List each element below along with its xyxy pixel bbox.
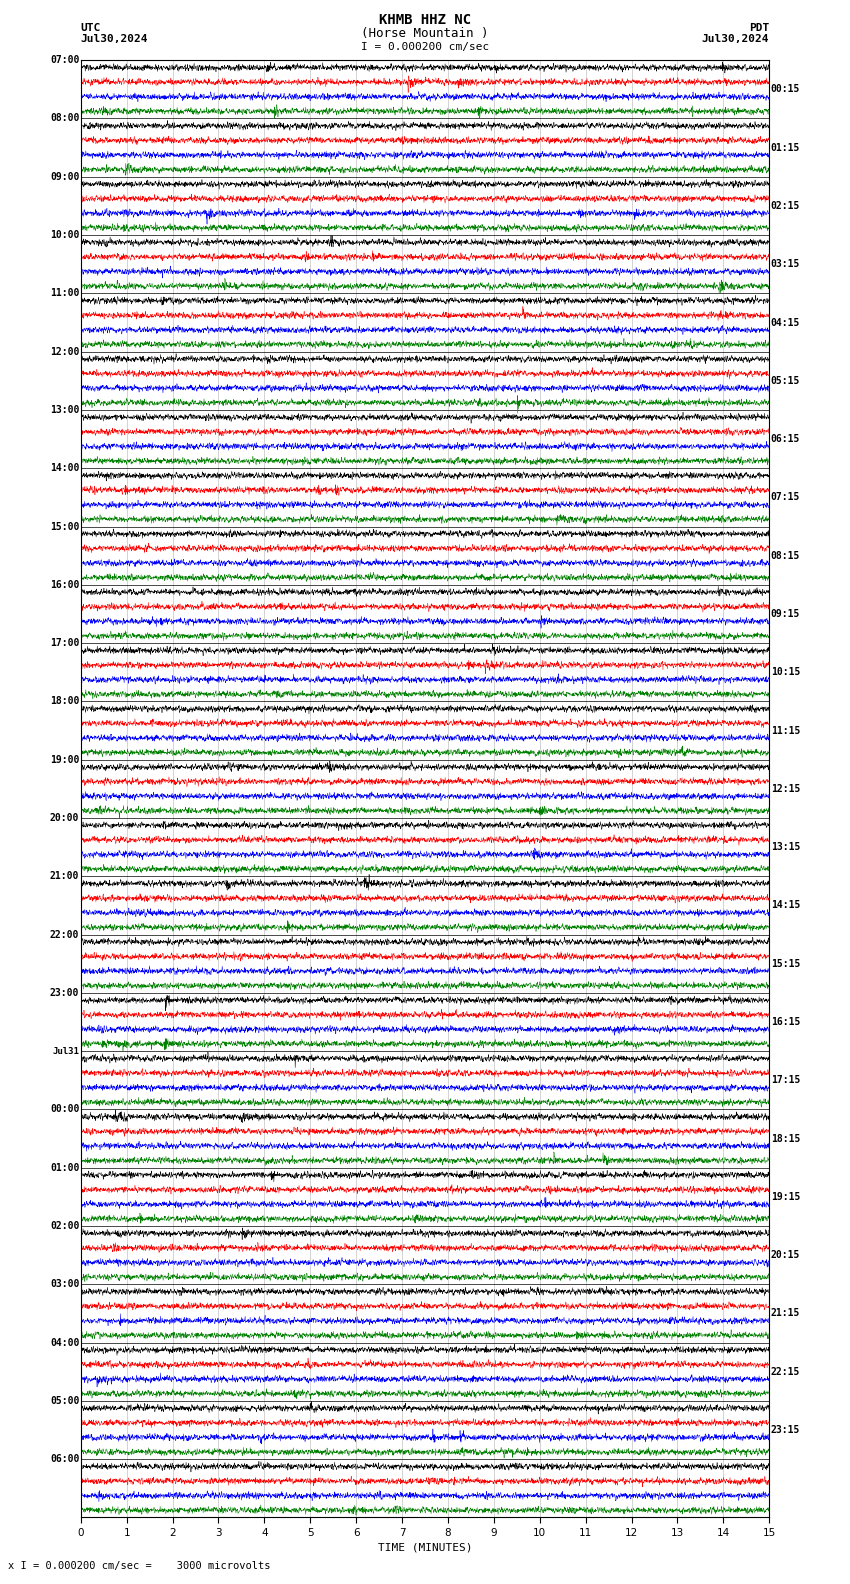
Text: 20:15: 20:15: [771, 1250, 800, 1261]
Text: 11:15: 11:15: [771, 725, 800, 735]
Text: 12:00: 12:00: [50, 347, 79, 356]
Text: 21:15: 21:15: [771, 1308, 800, 1318]
Text: 20:00: 20:00: [50, 813, 79, 824]
Text: 08:15: 08:15: [771, 551, 800, 561]
Text: 18:00: 18:00: [50, 697, 79, 706]
Text: 11:00: 11:00: [50, 288, 79, 298]
Text: Jul30,2024: Jul30,2024: [81, 35, 148, 44]
Text: Jul31: Jul31: [53, 1047, 79, 1055]
Text: 15:15: 15:15: [771, 958, 800, 969]
Text: Jul30,2024: Jul30,2024: [702, 35, 769, 44]
Text: 22:15: 22:15: [771, 1367, 800, 1376]
Text: 01:00: 01:00: [50, 1163, 79, 1172]
Text: I = 0.000200 cm/sec: I = 0.000200 cm/sec: [361, 43, 489, 52]
Text: PDT: PDT: [749, 24, 769, 33]
Text: 05:00: 05:00: [50, 1396, 79, 1407]
Text: (Horse Mountain ): (Horse Mountain ): [361, 27, 489, 40]
Text: 06:15: 06:15: [771, 434, 800, 444]
Text: 21:00: 21:00: [50, 871, 79, 881]
Text: 00:00: 00:00: [50, 1104, 79, 1115]
Text: 23:15: 23:15: [771, 1426, 800, 1435]
Text: 10:15: 10:15: [771, 667, 800, 678]
Text: 00:15: 00:15: [771, 84, 800, 95]
Text: 04:00: 04:00: [50, 1337, 79, 1348]
Text: 16:00: 16:00: [50, 580, 79, 589]
Text: 14:00: 14:00: [50, 463, 79, 474]
Text: 19:15: 19:15: [771, 1191, 800, 1202]
Text: 03:15: 03:15: [771, 260, 800, 269]
Text: 18:15: 18:15: [771, 1134, 800, 1144]
Text: 09:15: 09:15: [771, 608, 800, 619]
Text: 22:00: 22:00: [50, 930, 79, 939]
Text: 10:00: 10:00: [50, 230, 79, 241]
Text: 17:15: 17:15: [771, 1076, 800, 1085]
Text: 02:15: 02:15: [771, 201, 800, 211]
Text: 08:00: 08:00: [50, 114, 79, 124]
Text: 23:00: 23:00: [50, 988, 79, 998]
Text: 07:00: 07:00: [50, 55, 79, 65]
Text: UTC: UTC: [81, 24, 101, 33]
Text: 06:00: 06:00: [50, 1454, 79, 1464]
Text: 07:15: 07:15: [771, 493, 800, 502]
Text: 05:15: 05:15: [771, 375, 800, 386]
Text: 02:00: 02:00: [50, 1221, 79, 1231]
Text: 12:15: 12:15: [771, 784, 800, 794]
Text: 13:00: 13:00: [50, 406, 79, 415]
Text: 01:15: 01:15: [771, 143, 800, 152]
Text: 14:15: 14:15: [771, 900, 800, 911]
Text: 19:00: 19:00: [50, 754, 79, 765]
Text: 16:15: 16:15: [771, 1017, 800, 1026]
Text: 09:00: 09:00: [50, 171, 79, 182]
Text: x I = 0.000200 cm/sec =    3000 microvolts: x I = 0.000200 cm/sec = 3000 microvolts: [8, 1562, 271, 1571]
Text: 17:00: 17:00: [50, 638, 79, 648]
X-axis label: TIME (MINUTES): TIME (MINUTES): [377, 1543, 473, 1552]
Text: 13:15: 13:15: [771, 843, 800, 852]
Text: 03:00: 03:00: [50, 1280, 79, 1289]
Text: 04:15: 04:15: [771, 317, 800, 328]
Text: KHMB HHZ NC: KHMB HHZ NC: [379, 13, 471, 27]
Text: 15:00: 15:00: [50, 521, 79, 532]
